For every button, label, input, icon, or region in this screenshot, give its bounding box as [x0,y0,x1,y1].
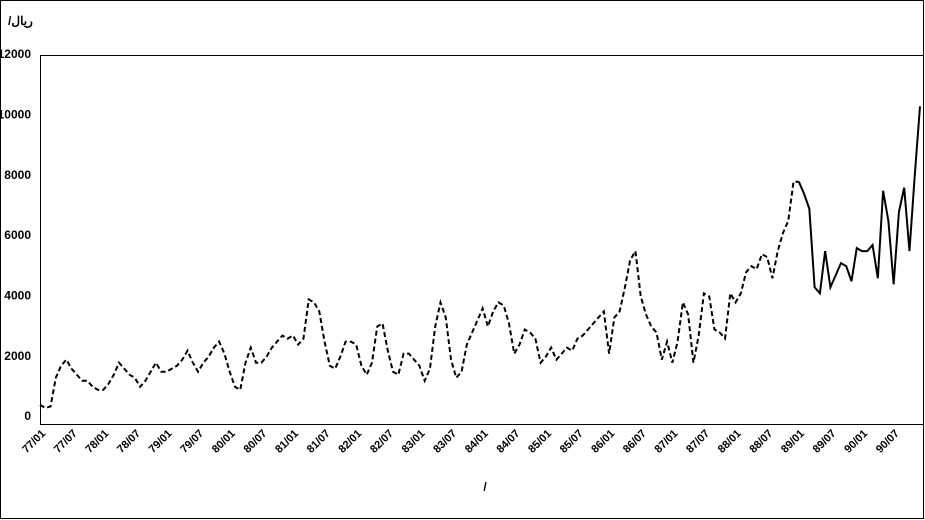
plot-frame [40,55,924,425]
y-tick-label: 2000 [4,349,31,363]
y-tick-label: 6000 [4,228,31,242]
y-axis-label: /ریال [8,14,33,29]
y-tick-label: 4000 [4,289,31,303]
y-tick-label: 10000 [0,108,31,122]
y-tick-label: 8000 [4,168,31,182]
data-line [797,106,921,296]
data-line [39,180,799,410]
y-tick-label: 0 [24,409,31,423]
y-tick-label: 12000 [0,47,31,61]
x-axis-label: / [483,480,487,494]
